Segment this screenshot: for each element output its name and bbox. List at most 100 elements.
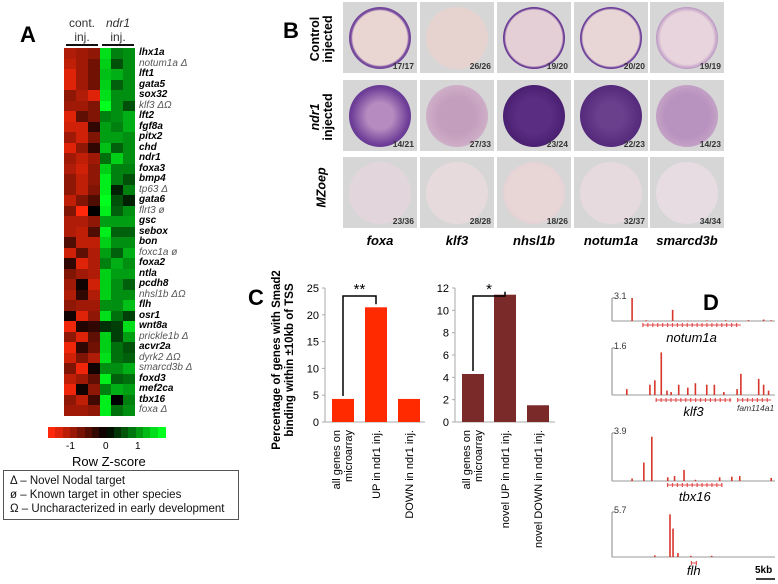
chip-peak	[673, 476, 676, 481]
heatmap-cell	[87, 153, 100, 165]
track-max-value: 1.6	[614, 341, 627, 351]
significance-label: **	[354, 281, 366, 298]
embryo-disc	[656, 7, 718, 69]
heatmap-cell	[64, 111, 77, 123]
heatmap-cell	[87, 258, 100, 270]
heatmap-cell	[123, 163, 136, 175]
heatmap-cell	[87, 300, 100, 312]
heatmap-cell	[99, 48, 112, 59]
heatmap-cell	[99, 174, 112, 186]
embryo-disc	[503, 7, 565, 69]
heatmap-cell	[111, 90, 124, 102]
embryo-disc	[426, 162, 488, 224]
heatmap-cell	[75, 405, 89, 417]
embryo-image: 19/20	[497, 2, 571, 73]
header-ndr1-line1: ndr1	[105, 16, 131, 30]
chip-peak	[677, 553, 679, 557]
exon	[657, 323, 659, 327]
heatmap-cell	[123, 247, 136, 259]
heatmap-cell	[75, 132, 89, 144]
chip-peak	[694, 383, 697, 395]
chip-peak	[672, 528, 674, 557]
heatmap-cell	[99, 331, 112, 343]
heatmap-cell	[87, 310, 100, 322]
y-tick-label: 12	[437, 283, 449, 295]
heatmap-cell	[87, 373, 100, 385]
heatmap-cell	[111, 289, 124, 301]
heatmap-cell	[75, 268, 89, 280]
heatmap-cell	[99, 79, 112, 91]
category-label: novel DOWN in ndr1 inj.	[533, 430, 545, 548]
heatmap-cell	[99, 205, 112, 217]
heatmap-cell	[87, 363, 100, 375]
gene-label: foxd3	[139, 372, 166, 384]
heatmap-cell	[123, 300, 136, 312]
heatmap-cell	[87, 352, 100, 364]
chip-peak	[767, 390, 770, 395]
heatmap-cell	[123, 100, 136, 112]
embryo-count: 28/28	[469, 216, 491, 226]
heatmap-cell	[99, 300, 112, 312]
embryo-disc	[656, 85, 718, 147]
heatmap-cell	[75, 48, 89, 59]
chip-peak	[690, 555, 692, 557]
panel-a-label: A	[20, 22, 36, 47]
exon	[716, 323, 718, 327]
track-gene-name: notum1a	[666, 330, 717, 345]
heatmap-cell	[87, 48, 100, 59]
track-gene-name: klf3	[683, 404, 704, 419]
heatmap-cell	[64, 195, 77, 207]
header-ndr1: ndr1 inj.	[100, 16, 136, 44]
colorbar-swatch	[150, 427, 159, 438]
exon	[691, 323, 693, 327]
bar	[494, 294, 516, 422]
gene-label: ndr1	[139, 152, 161, 164]
heatmap-cell	[64, 184, 77, 196]
exon	[670, 398, 672, 402]
gene-column-label: nhsl1b	[513, 233, 555, 248]
chip-peak	[645, 320, 647, 321]
track-max-value: 3.1	[614, 291, 627, 301]
heatmap-cell	[87, 205, 100, 217]
category-label: novel UP in ndr1 inj.	[500, 430, 512, 528]
embryo-image: 23/36	[343, 157, 417, 228]
exon	[676, 323, 679, 327]
heatmap-cell	[111, 384, 124, 396]
gene-label: mef2ca	[139, 383, 174, 395]
heatmap-cell	[87, 174, 100, 186]
heatmap-cell	[111, 132, 124, 144]
chip-peak	[671, 309, 674, 321]
heatmap-cell	[123, 310, 136, 322]
heatmap-cell	[111, 205, 124, 217]
color-key	[48, 427, 166, 438]
heatmap-cell	[75, 352, 89, 364]
track-max-value: 3.9	[614, 426, 627, 436]
heatmap-cell	[64, 342, 77, 354]
heatmap-cell	[111, 300, 124, 312]
category-label: all genes on	[331, 430, 343, 489]
chip-peak	[666, 390, 668, 395]
heatmap-cell	[99, 310, 112, 322]
chip-peak	[705, 320, 708, 321]
exon	[666, 323, 669, 327]
embryo-image: 18/26	[497, 157, 571, 228]
heatmap-cell	[123, 226, 136, 238]
embryo-disc	[426, 7, 488, 69]
heatmap-cell	[87, 289, 100, 301]
chip-peak	[683, 469, 685, 481]
gene-column-label: smarcd3b	[656, 233, 718, 248]
colorbar-swatch	[143, 427, 151, 438]
heatmap-cell	[75, 373, 89, 385]
heatmap-cell	[87, 111, 100, 123]
heatmap-cell	[64, 300, 77, 312]
chip-peak	[669, 514, 671, 557]
heatmap-cell	[111, 247, 124, 259]
y-tick-label: 10	[437, 305, 449, 317]
heatmap-cell	[111, 48, 124, 59]
exon	[756, 398, 759, 402]
heatmap-cell	[99, 237, 112, 249]
heatmap-cell	[123, 121, 136, 133]
embryo-image: 20/20	[574, 2, 648, 73]
heatmap-cell	[111, 258, 124, 270]
